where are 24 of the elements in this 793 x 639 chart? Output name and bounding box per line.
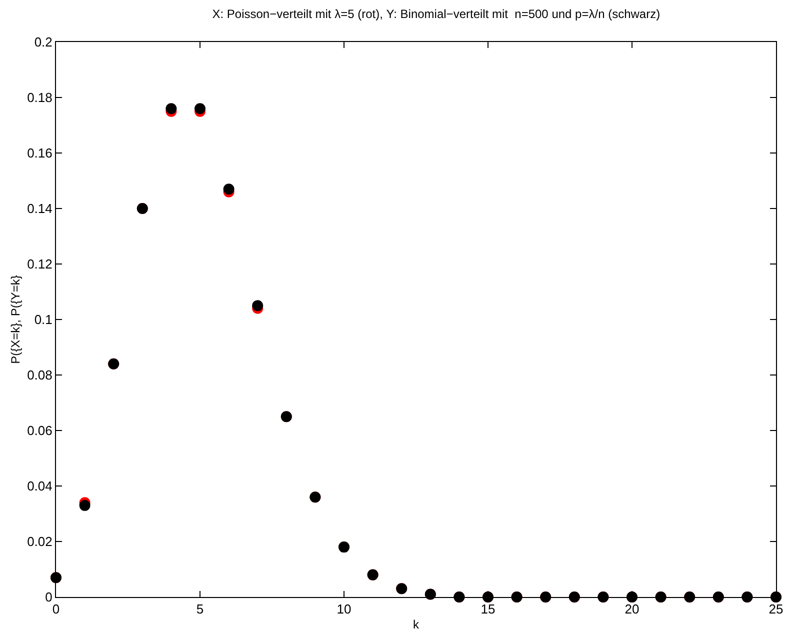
- y-tick-label: 0.02: [27, 534, 52, 550]
- chart-title: X: Poisson−verteilt mit λ=5 (rot), Y: Binomial−verteilt mit n=500 und p=λ/n (schwarz): [212, 6, 660, 21]
- y-tick-label: 0: [45, 590, 52, 605]
- x-tick-label: 5: [196, 602, 204, 617]
- y-tick-label: 0.16: [27, 146, 52, 161]
- point: [252, 300, 264, 312]
- point: [166, 103, 177, 114]
- y-tick-label: 0.12: [27, 256, 52, 272]
- y-tick-label: 0.04: [27, 478, 52, 494]
- x-axis-title: k: [413, 618, 420, 632]
- y-tick-label: 0.06: [27, 423, 52, 438]
- x-tick-label: 20: [624, 602, 640, 617]
- y-axis-title: P({X=k}, P({Y=k}: [8, 275, 22, 364]
- y-tick-label: 0.14: [27, 201, 52, 216]
- point: [79, 500, 90, 511]
- y-tick-label: 0.08: [27, 368, 52, 383]
- y-tick-label: 0.1: [34, 312, 52, 328]
- point: [223, 184, 234, 195]
- x-tick-label: 10: [336, 602, 352, 617]
- point: [194, 103, 206, 114]
- y-tick-label: 0.18: [27, 90, 52, 106]
- y-tick-label: 0.2: [34, 34, 52, 50]
- x-tick-label: 15: [480, 602, 496, 617]
- x-tick-label: 25: [768, 602, 784, 617]
